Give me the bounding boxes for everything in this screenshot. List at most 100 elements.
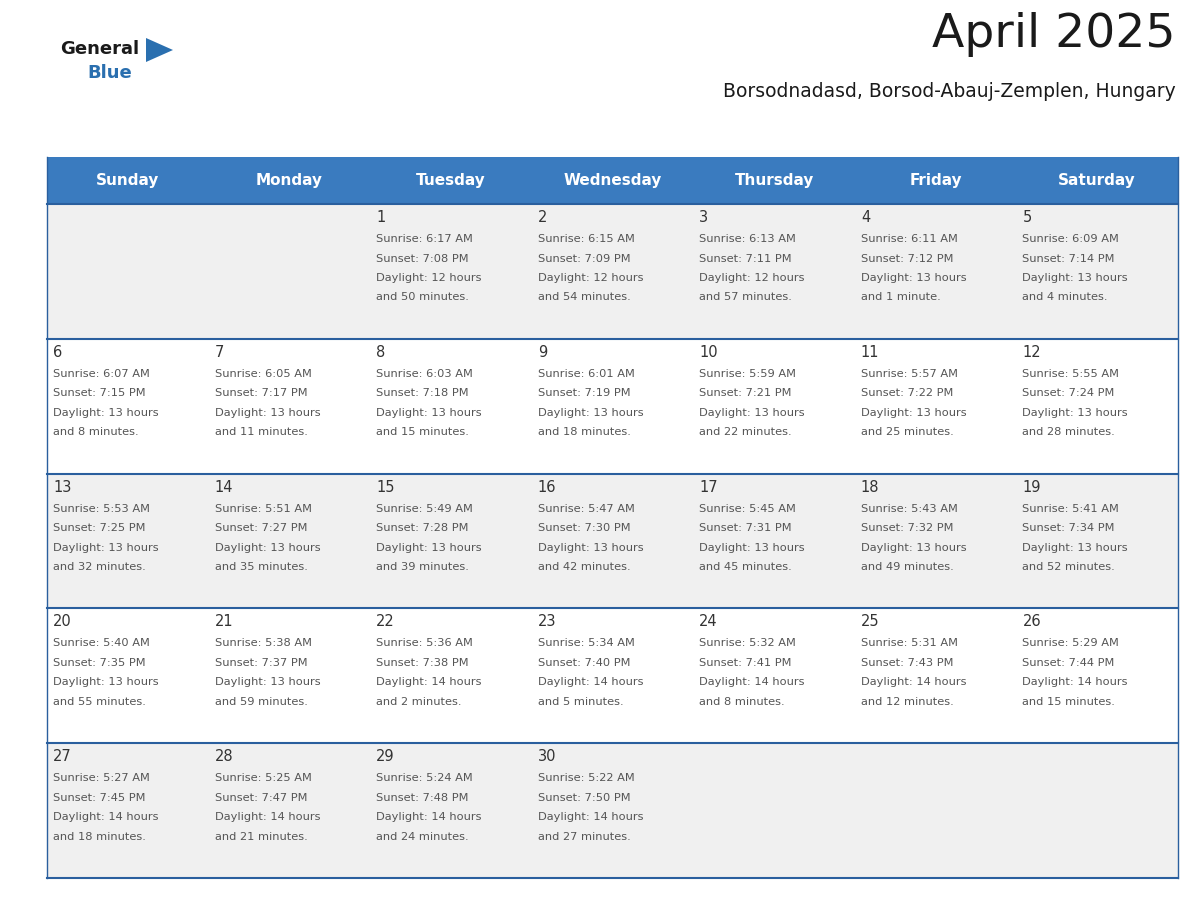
Text: Daylight: 13 hours: Daylight: 13 hours bbox=[538, 543, 644, 553]
Text: Sunrise: 6:13 AM: Sunrise: 6:13 AM bbox=[700, 234, 796, 244]
Text: Sunset: 7:19 PM: Sunset: 7:19 PM bbox=[538, 388, 631, 398]
Text: Sunset: 7:30 PM: Sunset: 7:30 PM bbox=[538, 523, 631, 533]
Text: Sunset: 7:18 PM: Sunset: 7:18 PM bbox=[377, 388, 469, 398]
Text: Daylight: 13 hours: Daylight: 13 hours bbox=[53, 408, 159, 418]
Text: Sunrise: 5:22 AM: Sunrise: 5:22 AM bbox=[538, 773, 634, 783]
Text: 8: 8 bbox=[377, 345, 385, 360]
Text: Sunset: 7:21 PM: Sunset: 7:21 PM bbox=[700, 388, 791, 398]
Text: Sunset: 7:17 PM: Sunset: 7:17 PM bbox=[215, 388, 308, 398]
Text: Sunset: 7:24 PM: Sunset: 7:24 PM bbox=[1023, 388, 1114, 398]
Text: and 55 minutes.: and 55 minutes. bbox=[53, 697, 146, 707]
Text: Blue: Blue bbox=[87, 64, 132, 82]
Text: Daylight: 12 hours: Daylight: 12 hours bbox=[538, 273, 643, 283]
Text: Daylight: 13 hours: Daylight: 13 hours bbox=[861, 543, 967, 553]
Text: 1: 1 bbox=[377, 210, 385, 225]
Text: Sunset: 7:40 PM: Sunset: 7:40 PM bbox=[538, 658, 630, 668]
Text: Sunset: 7:11 PM: Sunset: 7:11 PM bbox=[700, 253, 792, 263]
Text: Sunrise: 5:43 AM: Sunrise: 5:43 AM bbox=[861, 504, 958, 513]
Text: 13: 13 bbox=[53, 479, 71, 495]
Text: Daylight: 12 hours: Daylight: 12 hours bbox=[700, 273, 804, 283]
Text: and 22 minutes.: and 22 minutes. bbox=[700, 427, 792, 437]
Text: Sunrise: 6:03 AM: Sunrise: 6:03 AM bbox=[377, 369, 473, 379]
Text: Sunrise: 5:38 AM: Sunrise: 5:38 AM bbox=[215, 638, 311, 648]
Text: Sunrise: 5:59 AM: Sunrise: 5:59 AM bbox=[700, 369, 796, 379]
Text: Sunrise: 6:11 AM: Sunrise: 6:11 AM bbox=[861, 234, 958, 244]
Text: Daylight: 12 hours: Daylight: 12 hours bbox=[377, 273, 481, 283]
Text: Sunrise: 5:25 AM: Sunrise: 5:25 AM bbox=[215, 773, 311, 783]
Text: Sunset: 7:32 PM: Sunset: 7:32 PM bbox=[861, 523, 953, 533]
Text: Daylight: 14 hours: Daylight: 14 hours bbox=[377, 812, 481, 823]
Text: Sunset: 7:27 PM: Sunset: 7:27 PM bbox=[215, 523, 307, 533]
Text: and 39 minutes.: and 39 minutes. bbox=[377, 562, 469, 572]
Text: General: General bbox=[61, 40, 139, 58]
Text: Thursday: Thursday bbox=[734, 173, 814, 188]
FancyBboxPatch shape bbox=[48, 157, 1178, 204]
Text: Daylight: 14 hours: Daylight: 14 hours bbox=[53, 812, 158, 823]
Text: Sunrise: 5:40 AM: Sunrise: 5:40 AM bbox=[53, 638, 150, 648]
Polygon shape bbox=[146, 38, 173, 62]
Text: April 2025: April 2025 bbox=[933, 12, 1176, 57]
Text: Daylight: 14 hours: Daylight: 14 hours bbox=[538, 812, 643, 823]
Text: and 18 minutes.: and 18 minutes. bbox=[53, 832, 146, 842]
Text: 25: 25 bbox=[861, 614, 879, 630]
Text: and 28 minutes.: and 28 minutes. bbox=[1023, 427, 1116, 437]
Text: 28: 28 bbox=[215, 749, 233, 764]
Text: and 12 minutes.: and 12 minutes. bbox=[861, 697, 954, 707]
Text: Sunset: 7:12 PM: Sunset: 7:12 PM bbox=[861, 253, 953, 263]
Text: Sunrise: 6:01 AM: Sunrise: 6:01 AM bbox=[538, 369, 634, 379]
Text: Saturday: Saturday bbox=[1059, 173, 1136, 188]
Text: 9: 9 bbox=[538, 345, 546, 360]
Text: Tuesday: Tuesday bbox=[416, 173, 486, 188]
Text: Sunset: 7:47 PM: Sunset: 7:47 PM bbox=[215, 793, 307, 802]
Text: 6: 6 bbox=[53, 345, 62, 360]
Text: 22: 22 bbox=[377, 614, 394, 630]
Text: and 8 minutes.: and 8 minutes. bbox=[700, 697, 785, 707]
Text: 4: 4 bbox=[861, 210, 870, 225]
Text: 5: 5 bbox=[1023, 210, 1031, 225]
Text: Sunset: 7:31 PM: Sunset: 7:31 PM bbox=[700, 523, 792, 533]
Text: Daylight: 13 hours: Daylight: 13 hours bbox=[215, 677, 321, 688]
Text: Sunset: 7:15 PM: Sunset: 7:15 PM bbox=[53, 388, 146, 398]
Text: Sunrise: 6:09 AM: Sunrise: 6:09 AM bbox=[1023, 234, 1119, 244]
Text: 10: 10 bbox=[700, 345, 718, 360]
Text: Sunrise: 5:45 AM: Sunrise: 5:45 AM bbox=[700, 504, 796, 513]
Text: Sunset: 7:45 PM: Sunset: 7:45 PM bbox=[53, 793, 145, 802]
Text: Sunrise: 5:32 AM: Sunrise: 5:32 AM bbox=[700, 638, 796, 648]
Text: Daylight: 13 hours: Daylight: 13 hours bbox=[538, 408, 644, 418]
Text: and 4 minutes.: and 4 minutes. bbox=[1023, 293, 1108, 303]
FancyBboxPatch shape bbox=[48, 744, 1178, 878]
Text: Sunset: 7:08 PM: Sunset: 7:08 PM bbox=[377, 253, 469, 263]
Text: 2: 2 bbox=[538, 210, 548, 225]
Text: 23: 23 bbox=[538, 614, 556, 630]
Text: Sunset: 7:34 PM: Sunset: 7:34 PM bbox=[1023, 523, 1114, 533]
Text: and 54 minutes.: and 54 minutes. bbox=[538, 293, 631, 303]
Text: and 59 minutes.: and 59 minutes. bbox=[215, 697, 308, 707]
Text: Sunrise: 6:05 AM: Sunrise: 6:05 AM bbox=[215, 369, 311, 379]
Text: and 49 minutes.: and 49 minutes. bbox=[861, 562, 954, 572]
Text: Daylight: 14 hours: Daylight: 14 hours bbox=[538, 677, 643, 688]
Text: and 24 minutes.: and 24 minutes. bbox=[377, 832, 469, 842]
Text: Daylight: 13 hours: Daylight: 13 hours bbox=[861, 408, 967, 418]
Text: 27: 27 bbox=[53, 749, 71, 764]
Text: 24: 24 bbox=[700, 614, 718, 630]
Text: Daylight: 13 hours: Daylight: 13 hours bbox=[700, 543, 805, 553]
Text: Sunrise: 5:29 AM: Sunrise: 5:29 AM bbox=[1023, 638, 1119, 648]
Text: Borsodnadasd, Borsod-Abauj-Zemplen, Hungary: Borsodnadasd, Borsod-Abauj-Zemplen, Hung… bbox=[723, 82, 1176, 101]
Text: 11: 11 bbox=[861, 345, 879, 360]
Text: Daylight: 13 hours: Daylight: 13 hours bbox=[53, 543, 159, 553]
Text: Sunrise: 6:07 AM: Sunrise: 6:07 AM bbox=[53, 369, 150, 379]
Text: 16: 16 bbox=[538, 479, 556, 495]
Text: Sunset: 7:38 PM: Sunset: 7:38 PM bbox=[377, 658, 469, 668]
Text: and 35 minutes.: and 35 minutes. bbox=[215, 562, 308, 572]
Text: Sunrise: 5:47 AM: Sunrise: 5:47 AM bbox=[538, 504, 634, 513]
Text: Sunrise: 5:34 AM: Sunrise: 5:34 AM bbox=[538, 638, 634, 648]
Text: Daylight: 13 hours: Daylight: 13 hours bbox=[53, 677, 159, 688]
Text: Daylight: 13 hours: Daylight: 13 hours bbox=[1023, 543, 1129, 553]
Text: and 50 minutes.: and 50 minutes. bbox=[377, 293, 469, 303]
Text: and 27 minutes.: and 27 minutes. bbox=[538, 832, 631, 842]
Text: Sunset: 7:09 PM: Sunset: 7:09 PM bbox=[538, 253, 631, 263]
Text: and 1 minute.: and 1 minute. bbox=[861, 293, 941, 303]
Text: and 52 minutes.: and 52 minutes. bbox=[1023, 562, 1116, 572]
Text: Daylight: 13 hours: Daylight: 13 hours bbox=[1023, 408, 1129, 418]
FancyBboxPatch shape bbox=[48, 204, 1178, 339]
